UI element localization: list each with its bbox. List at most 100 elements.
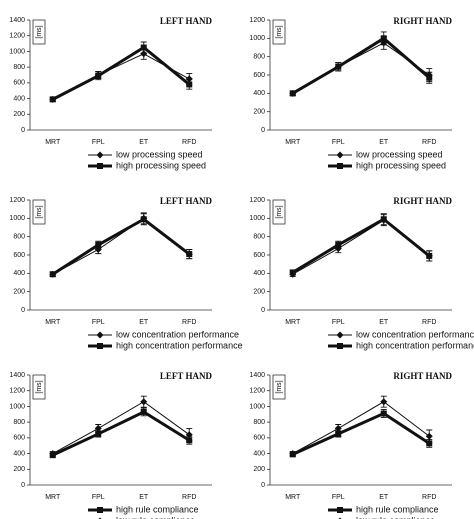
legend-label: low concentration performance xyxy=(116,329,239,339)
chart-title: LEFT HAND xyxy=(160,16,213,26)
y-tick-label: 400 xyxy=(253,450,265,457)
y-tick-label: 0 xyxy=(261,482,265,489)
marker xyxy=(335,63,342,70)
y-tick-label: 1400 xyxy=(9,17,25,24)
x-tick-label: FPL xyxy=(332,319,345,326)
y-tick-label: 400 xyxy=(253,90,265,97)
series-line xyxy=(51,217,191,276)
y-tick-label: 200 xyxy=(253,466,265,473)
y-tick-label: 200 xyxy=(253,289,265,296)
x-tick-label: RFD xyxy=(422,494,436,501)
marker xyxy=(289,269,296,276)
marker xyxy=(289,90,296,97)
y-tick-label: 1200 xyxy=(9,388,25,395)
y-tick-label: 1400 xyxy=(249,372,265,379)
marker xyxy=(185,431,193,439)
y-axis-label: [ms] xyxy=(276,205,283,218)
y-tick-label: 1000 xyxy=(9,403,25,410)
x-tick-label: RFD xyxy=(182,139,196,146)
y-tick-label: 800 xyxy=(253,234,265,241)
y-tick-label: 1200 xyxy=(249,17,265,24)
y-tick-label: 800 xyxy=(253,419,265,426)
series-line xyxy=(292,401,430,455)
marker xyxy=(185,75,193,83)
y-tick-label: 600 xyxy=(13,252,25,259)
y-tick-label: 0 xyxy=(261,307,265,314)
x-tick-label: MRT xyxy=(45,319,61,326)
marker xyxy=(380,216,387,223)
series-line xyxy=(291,217,431,274)
x-tick-label: ET xyxy=(139,494,149,501)
y-tick-label: 1000 xyxy=(249,35,265,42)
x-tick-label: FPL xyxy=(92,319,105,326)
x-tick-label: ET xyxy=(139,139,149,146)
series-line xyxy=(52,217,190,275)
marker xyxy=(140,50,148,58)
x-tick-label: MRT xyxy=(45,139,61,146)
y-tick-label: 800 xyxy=(253,54,265,61)
x-tick-label: MRT xyxy=(45,494,61,501)
legend-label: high rule compliance xyxy=(356,504,439,514)
y-tick-label: 0 xyxy=(261,127,265,134)
y-tick-label: 1200 xyxy=(9,197,25,204)
x-tick-label: RFD xyxy=(422,139,436,146)
marker xyxy=(337,343,343,349)
legend-label: high processing speed xyxy=(356,160,446,170)
marker xyxy=(140,216,147,223)
ylabel-box xyxy=(32,374,46,400)
marker xyxy=(49,96,56,103)
marker xyxy=(140,408,147,415)
y-tick-label: 200 xyxy=(13,289,25,296)
marker xyxy=(49,450,57,458)
series-line xyxy=(292,411,431,456)
marker xyxy=(426,252,433,259)
series-line xyxy=(292,42,430,94)
chart-title: RIGHT HAND xyxy=(393,371,452,381)
ylabel-box xyxy=(32,199,46,225)
marker xyxy=(140,44,147,51)
marker xyxy=(96,151,104,159)
legend-label: low rule compliance xyxy=(356,515,435,519)
ylabel-box xyxy=(272,199,286,225)
marker xyxy=(186,251,193,258)
legend-label: high rule compliance xyxy=(116,504,199,514)
x-tick-label: ET xyxy=(379,319,389,326)
marker xyxy=(49,271,56,278)
y-tick-label: 800 xyxy=(13,419,25,426)
series-line xyxy=(52,410,191,457)
y-tick-label: 400 xyxy=(253,270,265,277)
panel: 0 200 400 600 800 1000 1200 [ms] LEFT HAND MRT FPL… xyxy=(9,196,242,350)
y-tick-label: 200 xyxy=(13,111,25,118)
legend-label: low processing speed xyxy=(356,149,443,159)
panel: 0 200 400 600 800 1000 1200 [ms] RIGHT HAND MRT FP… xyxy=(249,16,452,170)
x-tick-label: ET xyxy=(379,139,389,146)
series-line xyxy=(52,45,191,101)
marker xyxy=(335,241,342,248)
y-tick-label: 1200 xyxy=(249,197,265,204)
marker xyxy=(97,507,103,513)
y-tick-label: 1000 xyxy=(9,215,25,222)
legend-label: high concentration performance xyxy=(116,340,243,350)
series-line xyxy=(52,401,190,455)
y-axis-label: [ms] xyxy=(36,25,43,38)
x-tick-label: ET xyxy=(379,494,389,501)
y-tick-label: 600 xyxy=(253,72,265,79)
y-axis-label: [ms] xyxy=(276,380,283,393)
y-tick-label: 400 xyxy=(13,95,25,102)
chart-title: LEFT HAND xyxy=(160,196,213,206)
y-tick-label: 800 xyxy=(13,64,25,71)
marker xyxy=(380,35,387,42)
panel: 0 200 400 600 800 1000 1200 1400 [ms] LEFT HAND MR… xyxy=(9,371,212,519)
y-tick-label: 0 xyxy=(21,307,25,314)
ylabel-box xyxy=(272,19,286,45)
y-axis-label: [ms] xyxy=(276,25,283,38)
marker xyxy=(95,72,102,79)
y-tick-label: 0 xyxy=(21,482,25,489)
x-tick-label: RFD xyxy=(182,494,196,501)
marker xyxy=(140,398,148,406)
panel: 0 200 400 600 800 1000 1200 1400 [ms] LEFT HAND MR… xyxy=(9,16,212,170)
marker xyxy=(97,343,103,349)
ylabel-box xyxy=(272,374,286,400)
marker xyxy=(425,432,433,440)
